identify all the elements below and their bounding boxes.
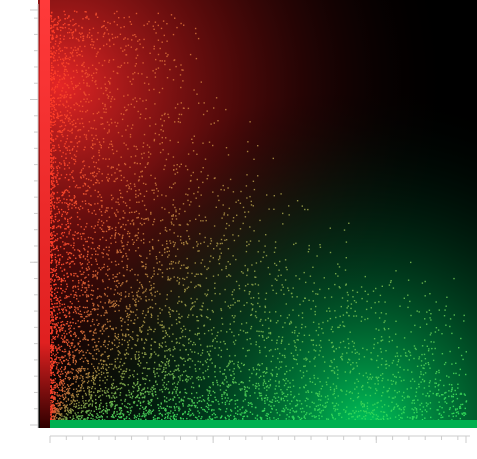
- x-axis-saturation-bar: [50, 420, 477, 428]
- y-tick-label: 0: [22, 421, 28, 432]
- green-density-glow: [38, 0, 477, 428]
- x-tick-label: 200: [368, 447, 385, 458]
- y-tick-label: 200: [11, 96, 28, 107]
- x-tick-label: 100: [205, 447, 222, 458]
- y-tick-label: 100: [11, 258, 28, 269]
- axes: 0 100 200 255 0 100 200 255: [11, 4, 475, 458]
- y-tick-label: 255: [11, 6, 28, 17]
- y-axis-saturation-bar: [40, 0, 50, 428]
- x-tick-label: 255: [458, 447, 475, 458]
- x-tick-label: 0: [47, 447, 53, 458]
